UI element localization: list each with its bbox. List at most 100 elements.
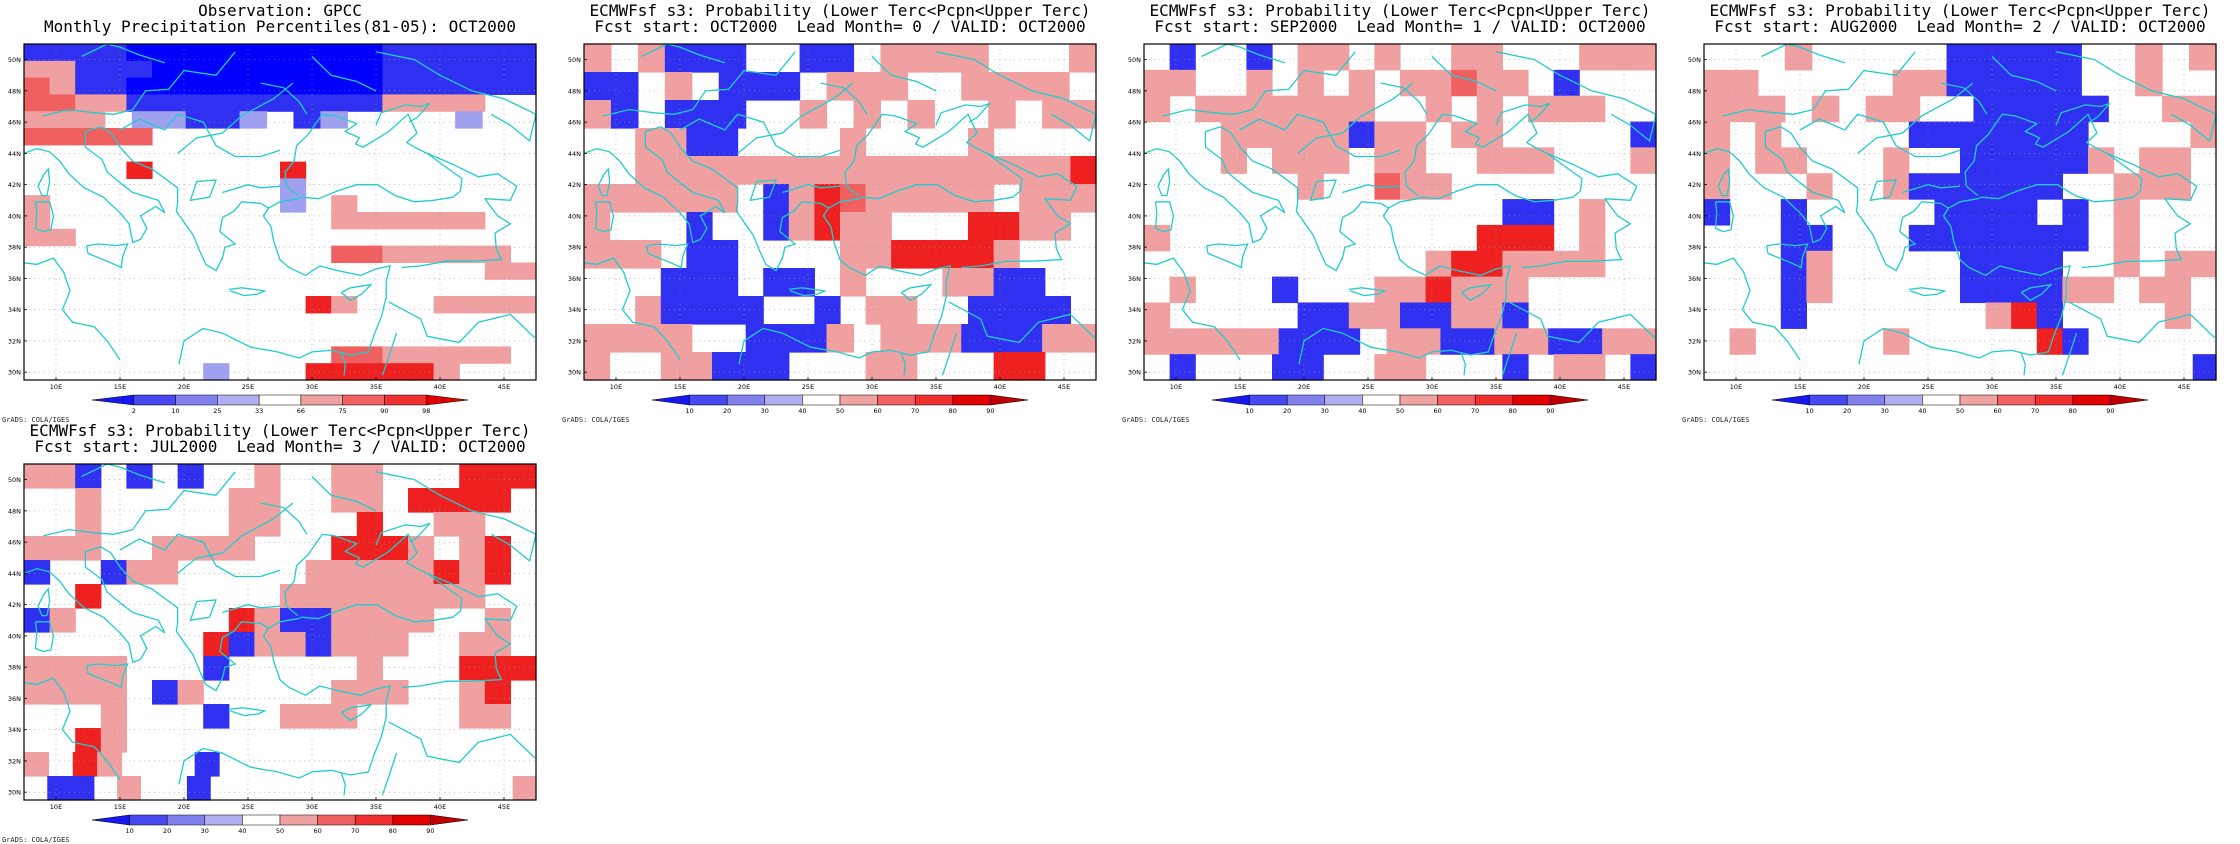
colorbar-label: 10 [1805,407,1813,415]
colorbar-segment [990,394,1029,406]
precip-cell [1502,147,1529,174]
colorbar-segment [384,394,427,406]
precip-cell [433,212,460,230]
precip-cell [1960,147,1987,174]
precip-cell [584,324,612,353]
panel-subtitle: Monthly Precipitation Percentiles(81-05)… [43,17,516,36]
precip-cell [1272,95,1299,123]
precip-cell [814,184,841,213]
coastline [1388,113,1583,209]
precip-cell [2011,147,2038,174]
precip-cell [1297,354,1324,381]
colorbar-segment [764,394,803,406]
lat-tick-label: 32N [8,337,21,345]
colorbar-segment [91,394,135,406]
precip-cell [1220,121,1247,148]
precip-cell [293,111,322,129]
precip-cell [763,352,790,381]
precip-cell [610,72,639,101]
coastline [375,102,431,126]
coastline [941,332,958,376]
lat-tick-label: 48N [1128,87,1141,95]
coastlines [23,463,537,796]
precip-cell [75,728,102,753]
precip-cell [459,704,486,729]
coastline [340,703,373,722]
precip-cell [455,111,483,129]
coastline [1206,243,1249,269]
precip-cell [126,77,153,95]
lat-tick-label: 36N [1688,275,1701,283]
precip-cell [459,245,486,263]
precip-cell [635,156,662,185]
colorbar-segment [1809,394,1848,406]
lon-tick-label: 35E [2050,383,2062,391]
precip-cell [1973,44,2002,71]
coastline [340,773,346,796]
precip-cell [968,268,995,297]
precip-cell [49,44,76,62]
colorbar-segment [1437,394,1476,406]
precip-cell [1757,95,1786,123]
precip-cell [1144,328,1172,355]
coastline [1157,167,1171,197]
precip-cell [356,488,383,513]
precip-cell [24,60,51,79]
colorbar-segment [317,814,356,826]
precip-cell [1070,184,1097,213]
precip-cell [2190,121,2217,148]
coastline [1948,113,2143,209]
lon-tick-label: 20E [178,803,190,811]
precip-cell [1224,328,1253,355]
precip-cell [1553,250,1580,278]
precip-cell [382,77,409,95]
precip-cell [126,44,153,62]
coastline [1297,82,1414,154]
precip-cell [1019,352,1046,381]
colorbar-label: 25 [213,407,221,415]
precip-cell [1272,147,1299,174]
precip-cell [254,464,281,489]
precip-cell [1985,173,2012,200]
precip-cell [24,656,51,681]
precip-cell [280,195,307,213]
coastline [43,471,236,537]
precip-cell [660,156,687,185]
colorbar-segment [952,394,991,406]
colorbar-label: 20 [1843,407,1851,415]
lat-tick-label: 42N [568,181,581,189]
coastline [1348,287,1387,297]
precip-cell [2062,147,2089,174]
coastline [1703,126,1846,244]
precip-cell [993,268,1020,297]
precip-cell [484,536,511,561]
coastline [401,618,512,689]
precip-cell [331,195,358,213]
precip-cell [433,44,460,62]
coastline [388,721,536,764]
precip-cell [1197,328,1226,355]
precip-cell [1502,199,1529,226]
coastline [961,198,1072,269]
precip-cell [2088,147,2115,174]
coastline [597,167,611,197]
precip-cell [408,363,435,381]
precip-cell [331,704,358,729]
coastline [1546,152,1638,201]
precip-cell [484,44,511,62]
colorbar-label: 33 [255,407,263,415]
coastline [228,287,267,297]
precip-cell [891,352,918,381]
precip-cell [1374,302,1401,329]
precip-cell [24,195,51,213]
precip-cell [203,536,230,561]
precip-cell [185,111,214,129]
precip-cell [280,60,307,79]
precip-cell [459,512,486,537]
lon-tick-label: 40E [994,383,1006,391]
coastline [1908,287,1947,297]
precip-cell [584,44,612,73]
precip-cell [228,60,255,79]
precip-cell [686,352,713,381]
precip-cell [584,184,611,213]
